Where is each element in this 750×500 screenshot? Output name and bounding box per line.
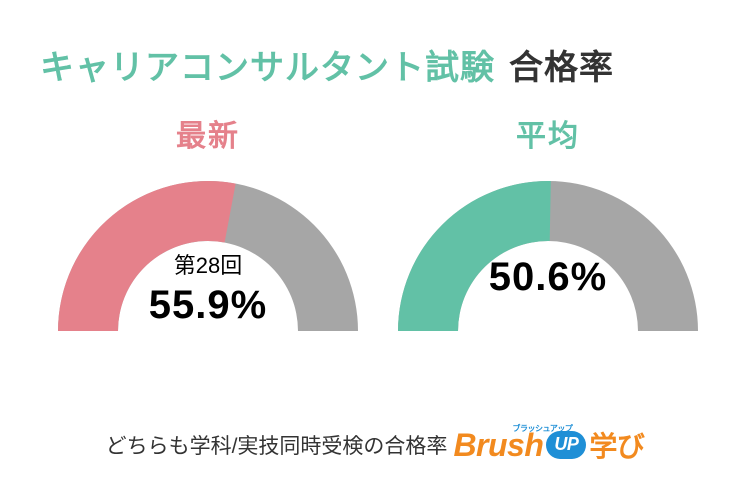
gauge-row: 最新 第28回 55.9% 平均 50.6% — [40, 111, 710, 330]
gauge-latest-label: 最新 — [176, 111, 240, 155]
gauge-latest: 最新 第28回 55.9% — [48, 111, 368, 330]
gauge-average-chart — [388, 161, 708, 336]
title-right: 合格率 — [509, 40, 614, 89]
title-left: キャリアコンサルタント試験 — [40, 40, 495, 89]
page-title-row: キャリアコンサルタント試験 合格率 — [40, 40, 710, 89]
gauge-average: 平均 50.6% — [388, 111, 708, 330]
gauge-latest-center: 第28回 55.9% — [48, 252, 368, 330]
brushup-logo: Brush ブラッシュアップ UP 学び — [453, 425, 644, 465]
gauge-latest-subtitle: 第28回 — [48, 252, 368, 280]
footer-note: どちらも学科/実技同時受検の合格率 — [106, 430, 448, 460]
logo-up-badge: UP — [546, 431, 586, 459]
footer: どちらも学科/実技同時受検の合格率 Brush ブラッシュアップ UP 学び — [0, 425, 750, 465]
logo-up-wrap: ブラッシュアップ UP — [546, 437, 586, 465]
gauge-average-label: 平均 — [516, 111, 580, 155]
gauge-latest-value: 55.9% — [48, 280, 368, 330]
gauge-average-value: 50.6% — [388, 252, 708, 302]
logo-manabi-text: 学び — [589, 425, 644, 465]
gauge-average-center: 50.6% — [388, 252, 708, 302]
